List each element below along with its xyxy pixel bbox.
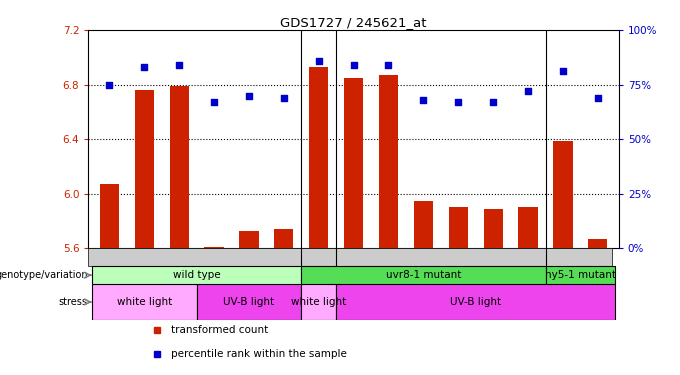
Bar bbox=[100, 184, 119, 248]
Point bbox=[558, 69, 568, 75]
Text: wild type: wild type bbox=[173, 270, 220, 280]
Point bbox=[104, 82, 115, 88]
Bar bbox=[545, 266, 615, 284]
Point bbox=[278, 95, 289, 101]
Bar bbox=[205, 247, 224, 248]
Bar bbox=[309, 67, 328, 248]
Bar bbox=[301, 284, 336, 320]
Text: UV-B light: UV-B light bbox=[223, 297, 275, 307]
Title: GDS1727 / 245621_at: GDS1727 / 245621_at bbox=[280, 16, 427, 29]
Bar bbox=[239, 231, 258, 248]
Bar bbox=[588, 239, 607, 248]
Point bbox=[523, 88, 534, 94]
Point bbox=[348, 62, 359, 68]
Point bbox=[173, 62, 184, 68]
Text: genotype/variation: genotype/variation bbox=[0, 270, 88, 280]
Bar bbox=[414, 201, 433, 248]
Point bbox=[488, 99, 498, 105]
Bar bbox=[336, 284, 615, 320]
Bar bbox=[88, 248, 612, 266]
Bar bbox=[92, 284, 197, 320]
Bar bbox=[344, 78, 363, 248]
Bar bbox=[554, 141, 573, 248]
Point bbox=[243, 93, 254, 99]
Text: uvr8-1 mutant: uvr8-1 mutant bbox=[386, 270, 461, 280]
Bar bbox=[92, 266, 301, 284]
Bar bbox=[449, 207, 468, 248]
Bar bbox=[169, 86, 189, 248]
Text: white light: white light bbox=[116, 297, 172, 307]
Text: white light: white light bbox=[291, 297, 346, 307]
Text: percentile rank within the sample: percentile rank within the sample bbox=[171, 349, 347, 359]
Text: hy5-1 mutant: hy5-1 mutant bbox=[545, 270, 616, 280]
Point bbox=[209, 99, 220, 105]
Point bbox=[139, 64, 150, 70]
Bar bbox=[135, 90, 154, 248]
Text: UV-B light: UV-B light bbox=[450, 297, 501, 307]
Text: transformed count: transformed count bbox=[171, 326, 268, 335]
Bar bbox=[301, 266, 545, 284]
Point bbox=[418, 97, 429, 103]
Bar bbox=[483, 209, 503, 248]
Point bbox=[383, 62, 394, 68]
Bar bbox=[518, 207, 538, 248]
Bar bbox=[379, 75, 398, 248]
Bar bbox=[197, 284, 301, 320]
Bar bbox=[274, 229, 293, 248]
Point bbox=[453, 99, 464, 105]
Point bbox=[313, 58, 324, 64]
Text: stress: stress bbox=[58, 297, 88, 307]
Point bbox=[592, 95, 603, 101]
